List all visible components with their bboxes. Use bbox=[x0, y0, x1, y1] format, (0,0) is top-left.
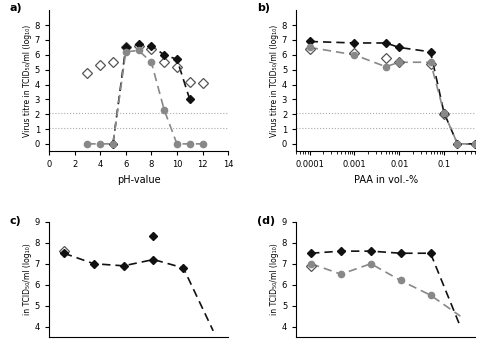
Y-axis label: Virus titre in TCID₅₀/ml (log₁₀): Virus titre in TCID₅₀/ml (log₁₀) bbox=[23, 25, 32, 137]
Text: b): b) bbox=[257, 3, 270, 13]
Y-axis label: Virus titre in TCID₅₀/ml (log₁₀): Virus titre in TCID₅₀/ml (log₁₀) bbox=[270, 25, 279, 137]
Text: c): c) bbox=[10, 216, 22, 226]
X-axis label: PAA in vol.-%: PAA in vol.-% bbox=[354, 175, 418, 185]
X-axis label: pH-value: pH-value bbox=[117, 175, 160, 185]
Y-axis label: in TCID₅₀/ml (log₁₀): in TCID₅₀/ml (log₁₀) bbox=[270, 244, 279, 315]
Y-axis label: in TCID₅₀/ml (log₁₀): in TCID₅₀/ml (log₁₀) bbox=[23, 244, 32, 315]
Text: (d): (d) bbox=[257, 216, 275, 226]
Text: a): a) bbox=[10, 3, 22, 13]
